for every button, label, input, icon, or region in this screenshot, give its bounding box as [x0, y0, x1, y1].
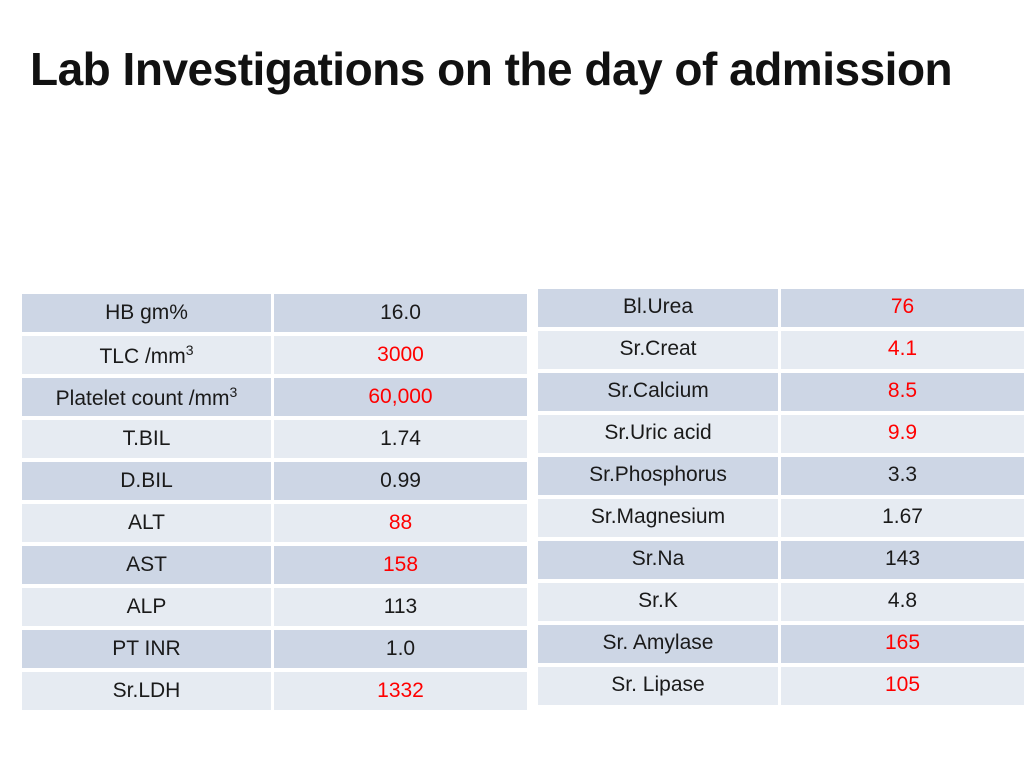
test-name-cell: AST — [22, 546, 274, 584]
table-row: Sr.LDH 1332 — [22, 672, 527, 710]
test-name: ALT — [128, 511, 165, 534]
test-value: 1.74 — [274, 420, 527, 458]
test-name-cell: Bl.Urea — [538, 289, 781, 327]
test-name: Sr.Na — [631, 547, 685, 570]
table-row: Bl.Urea 76 — [538, 289, 1024, 327]
test-value: 4.8 — [781, 583, 1024, 621]
test-name: HB gm% — [105, 301, 188, 324]
abnormal-value: 76 — [781, 289, 1024, 327]
test-name: Sr.Uric acid — [604, 421, 712, 444]
table-row: Sr.Creat 4.1 — [538, 331, 1024, 369]
abnormal-value: 3000 — [274, 336, 527, 374]
abnormal-value: 1332 — [274, 672, 527, 710]
test-name-cell: Platelet count /mm3 — [22, 378, 274, 416]
test-name-cell: Sr.Uric acid — [538, 415, 781, 453]
test-name-cell: Sr.Magnesium — [538, 499, 781, 537]
table-row: Sr.Calcium 8.5 — [538, 373, 1024, 411]
test-name-cell: Sr. Lipase — [538, 667, 781, 705]
test-name-cell: TLC /mm3 — [22, 336, 274, 374]
test-value: 113 — [274, 588, 527, 626]
test-name-cell: Sr.Creat — [538, 331, 781, 369]
abnormal-value: 165 — [781, 625, 1024, 663]
test-name-cell: ALT — [22, 504, 274, 542]
table-row: Sr.Magnesium 1.67 — [538, 499, 1024, 537]
table-row: D.BIL 0.99 — [22, 462, 527, 500]
test-name: ALP — [126, 595, 167, 618]
table-row: T.BIL 1.74 — [22, 420, 527, 458]
test-name: Sr.Phosphorus — [589, 463, 727, 486]
table-row: Sr.Phosphorus 3.3 — [538, 457, 1024, 495]
abnormal-value: 4.1 — [781, 331, 1024, 369]
test-value: 16.0 — [274, 294, 527, 332]
test-name-cell: Sr. Amylase — [538, 625, 781, 663]
abnormal-value: 105 — [781, 667, 1024, 705]
unit-exponent: 3 — [229, 383, 238, 400]
test-name: Sr.Calcium — [607, 379, 709, 402]
test-name: Sr.Creat — [619, 337, 697, 360]
slide-title: Lab Investigations on the day of admissi… — [30, 43, 953, 95]
table-row: AST 158 — [22, 546, 527, 584]
lab-table-left: HB gm% 16.0 TLC /mm3 3000 Platelet count /mm… — [22, 290, 527, 714]
table-row: Sr.Uric acid 9.9 — [538, 415, 1024, 453]
test-name: PT INR — [112, 637, 181, 660]
table-row: Sr. Amylase 165 — [538, 625, 1024, 663]
lab-table-right: Bl.Urea 76 Sr.Creat 4.1 Sr.Calcium 8.5 Sr.Uric… — [538, 285, 1024, 709]
abnormal-value: 60,000 — [274, 378, 527, 416]
test-value: 3.3 — [781, 457, 1024, 495]
table-row: Platelet count /mm3 60,000 — [22, 378, 527, 416]
test-name: Sr.K — [638, 589, 678, 612]
test-name: Sr. Lipase — [611, 673, 705, 696]
table-row: ALT 88 — [22, 504, 527, 542]
test-name-cell: Sr.Calcium — [538, 373, 781, 411]
test-name-cell: Sr.LDH — [22, 672, 274, 710]
test-name: Sr.LDH — [112, 679, 181, 702]
test-value: 1.67 — [781, 499, 1024, 537]
unit-exponent: 3 — [185, 341, 194, 358]
test-name: Sr.Magnesium — [590, 505, 726, 528]
abnormal-value: 158 — [274, 546, 527, 584]
test-name: Bl.Urea — [622, 295, 694, 318]
test-name: Sr. Amylase — [602, 631, 714, 654]
test-name-cell: Sr.Phosphorus — [538, 457, 781, 495]
test-name: D.BIL — [120, 469, 173, 492]
test-name-cell: Sr.Na — [538, 541, 781, 579]
test-name: AST — [126, 553, 167, 576]
table-row: TLC /mm3 3000 — [22, 336, 527, 374]
table-row: Sr.K 4.8 — [538, 583, 1024, 621]
table-row: Sr.Na 143 — [538, 541, 1024, 579]
abnormal-value: 8.5 — [781, 373, 1024, 411]
test-name-cell: T.BIL — [22, 420, 274, 458]
test-name-cell: PT INR — [22, 630, 274, 668]
abnormal-value: 9.9 — [781, 415, 1024, 453]
table-row: Sr. Lipase 105 — [538, 667, 1024, 705]
test-name-cell: Sr.K — [538, 583, 781, 621]
test-name: Platelet count /mm — [55, 386, 230, 410]
test-name-cell: D.BIL — [22, 462, 274, 500]
test-name-cell: HB gm% — [22, 294, 274, 332]
table-row: PT INR 1.0 — [22, 630, 527, 668]
table-row: HB gm% 16.0 — [22, 294, 527, 332]
test-name: T.BIL — [122, 427, 171, 450]
test-value: 1.0 — [274, 630, 527, 668]
test-value: 0.99 — [274, 462, 527, 500]
table-row: ALP 113 — [22, 588, 527, 626]
test-name-cell: ALP — [22, 588, 274, 626]
test-value: 143 — [781, 541, 1024, 579]
abnormal-value: 88 — [274, 504, 527, 542]
test-name: TLC /mm — [99, 344, 186, 368]
